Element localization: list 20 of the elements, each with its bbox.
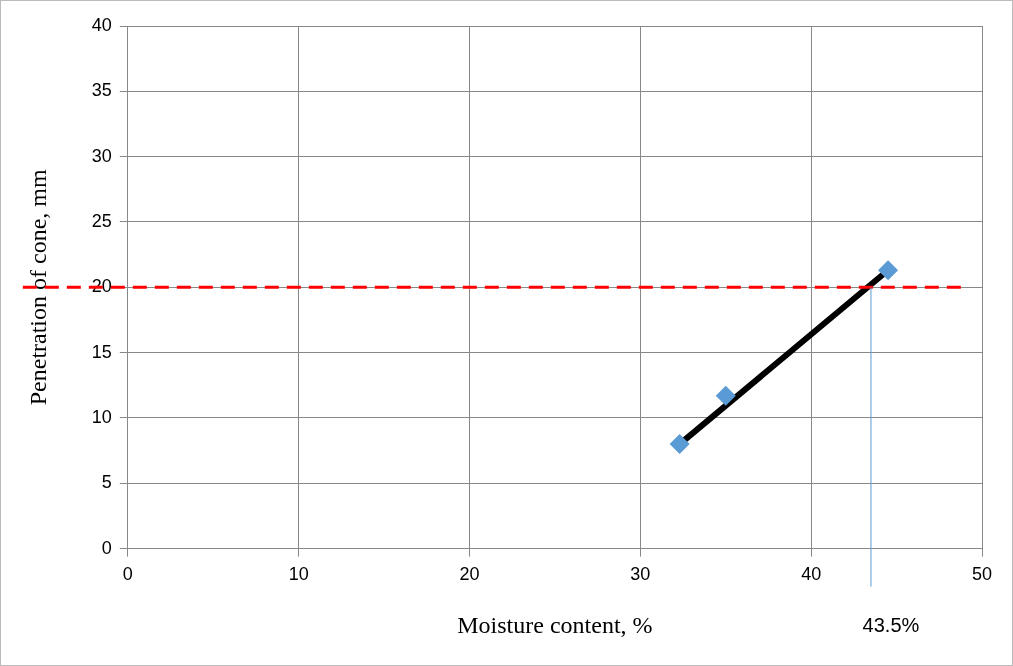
x-tick-label: 10: [288, 564, 309, 585]
point: [669, 434, 690, 455]
y-tick-label: 35: [91, 80, 112, 101]
x-tick-label: 30: [630, 564, 651, 585]
y-tick-label: 15: [91, 341, 112, 362]
y-tick-label: 25: [91, 210, 112, 231]
x-tick-label: 0: [122, 564, 133, 585]
point: [715, 385, 736, 406]
point: [878, 260, 899, 281]
y-axis-title: Penetration of cone, mm: [24, 169, 51, 406]
x-tick-label: 20: [459, 564, 480, 585]
y-tick-label: 0: [101, 537, 112, 558]
y-tick-label: 10: [91, 406, 112, 427]
x-tick-label: 40: [801, 564, 822, 585]
y-tick-label: 30: [91, 145, 112, 166]
x-axis-title: Moisture content, %: [457, 611, 653, 638]
y-tick-label: 5: [101, 472, 112, 493]
ref-line-label: 43.5%: [862, 614, 920, 637]
x-tick-label: 50: [971, 564, 993, 585]
y-tick-label: 40: [91, 14, 112, 35]
